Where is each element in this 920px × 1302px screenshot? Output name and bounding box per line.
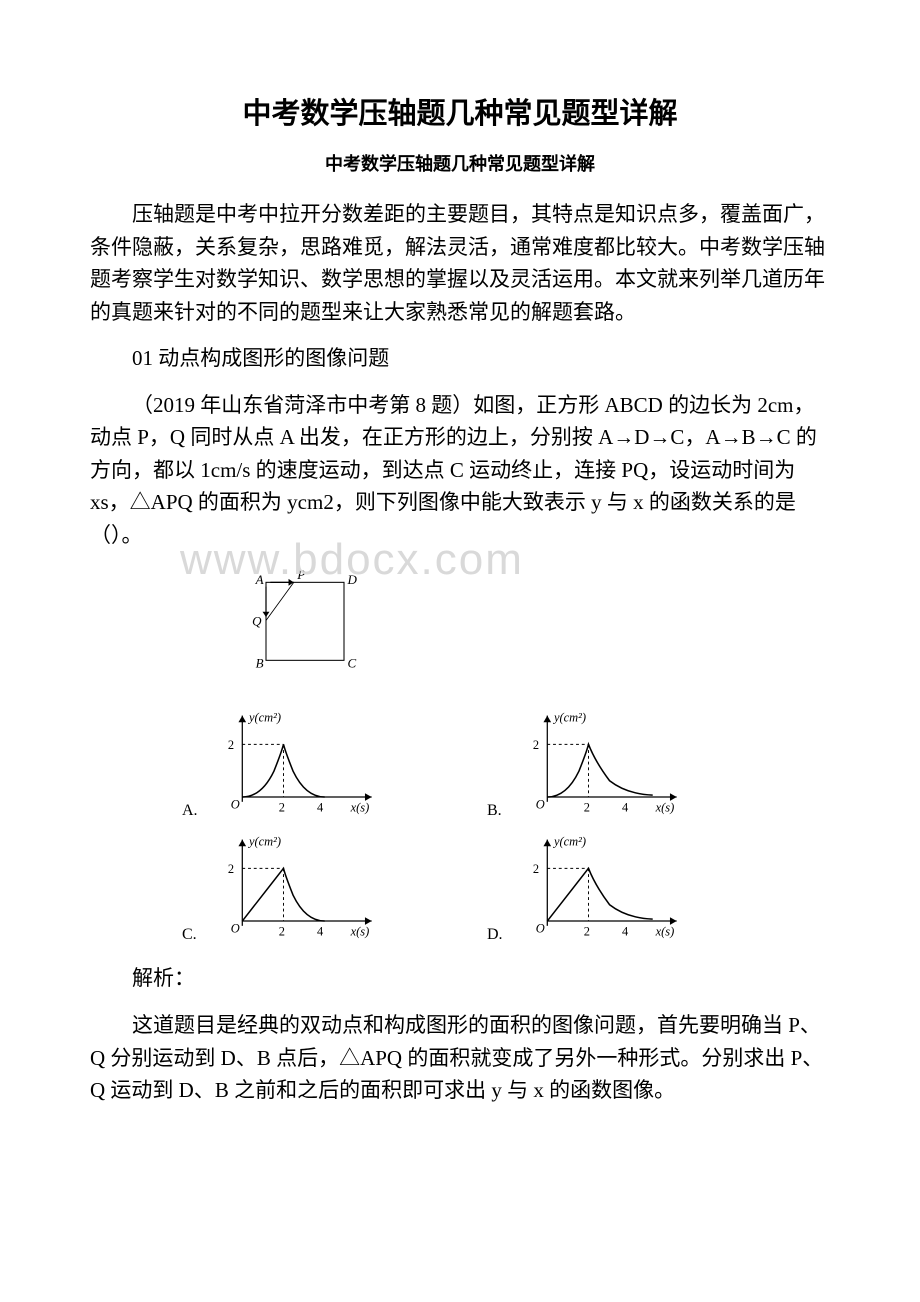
axis-origin: O — [536, 922, 545, 936]
paragraph-intro: 压轴题是中考中拉开分数差距的主要题目，其特点是知识点多，覆盖面广，条件隐蔽，关系… — [90, 198, 830, 328]
xtick-4: 4 — [317, 925, 324, 939]
page-subtitle: 中考数学压轴题几种常见题型详解 — [90, 150, 830, 176]
option-label-D: D. — [487, 926, 503, 944]
xtick-4: 4 — [622, 801, 629, 815]
xlabel: x(s) — [350, 801, 370, 815]
option-label-B: B. — [487, 802, 502, 820]
axis-origin: O — [231, 798, 240, 812]
chart-option-A: A. O 2 4 2 y(cm²) x(s) — [200, 706, 415, 826]
option-label-A: A. — [182, 802, 198, 820]
xtick-4: 4 — [317, 801, 324, 815]
paragraph-section: 01 动点构成图形的图像问题 — [90, 342, 830, 375]
label-Q: Q — [252, 614, 262, 629]
label-P: P — [296, 567, 305, 582]
xlabel: x(s) — [350, 925, 370, 939]
paragraph-question: （2019 年山东省菏泽市中考第 8 题）如图，正方形 ABCD 的边长为 2c… — [90, 389, 830, 552]
label-D: D — [346, 573, 357, 588]
ytick-2: 2 — [228, 739, 234, 753]
page-title: 中考数学压轴题几种常见题型详解 — [90, 90, 830, 132]
chart-option-C: C. O 2 4 2 y(cm²) x(s) — [200, 830, 415, 950]
label-C: C — [347, 656, 356, 671]
axis-origin: O — [231, 922, 240, 936]
xlabel: x(s) — [655, 925, 675, 939]
option-label-C: C. — [182, 926, 197, 944]
xtick-2: 2 — [584, 801, 590, 815]
ytick-2: 2 — [533, 863, 539, 877]
xlabel: x(s) — [655, 801, 675, 815]
xtick-2: 2 — [279, 801, 285, 815]
paragraph-analysis-head: 解析： — [90, 962, 830, 995]
label-A: A — [255, 573, 264, 588]
figure-block: www.bdocx.com A D B C P Q A. — [200, 565, 720, 950]
ytick-2: 2 — [228, 863, 234, 877]
xtick-2: 2 — [584, 925, 590, 939]
paragraph-analysis-body: 这道题目是经典的双动点和构成图形的面积的图像问题，首先要明确当 P、Q 分别运动… — [90, 1009, 830, 1107]
ytick-2: 2 — [533, 739, 539, 753]
ylabel: y(cm²) — [552, 711, 586, 725]
axis-origin: O — [536, 798, 545, 812]
ylabel: y(cm²) — [247, 711, 281, 725]
xtick-4: 4 — [622, 925, 629, 939]
chart-option-B: B. O 2 4 2 y(cm²) x(s) — [505, 706, 720, 826]
label-B: B — [256, 656, 264, 671]
square-diagram: A D B C P Q — [240, 565, 370, 695]
ylabel: y(cm²) — [247, 835, 281, 849]
chart-option-D: D. O 2 4 2 y(cm²) x(s) — [505, 830, 720, 950]
xtick-2: 2 — [279, 925, 285, 939]
ylabel: y(cm²) — [552, 835, 586, 849]
